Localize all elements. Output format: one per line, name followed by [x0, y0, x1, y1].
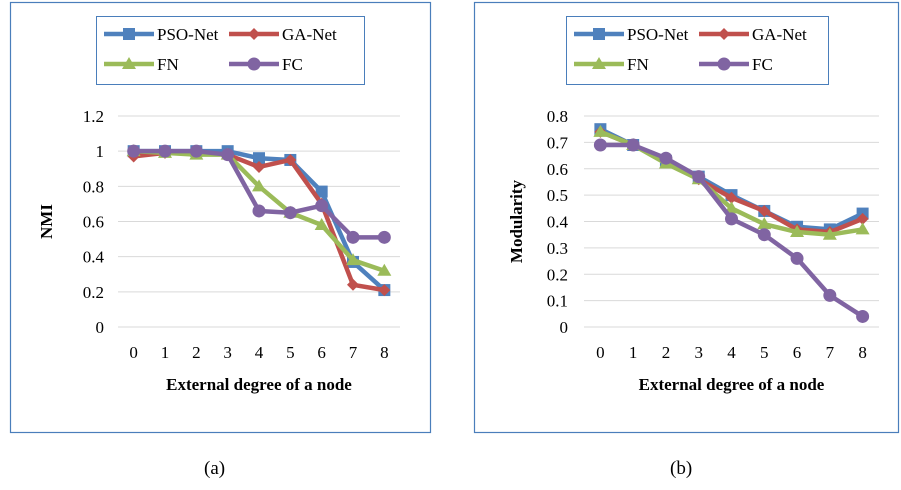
data-point-fc: [283, 206, 297, 220]
x-tick-label: 3: [223, 343, 232, 362]
data-point-ga-net: [758, 204, 771, 217]
data-point-ga-net: [253, 160, 265, 173]
data-point-ga-net: [378, 284, 391, 297]
x-axis-label: External degree of a node: [166, 375, 352, 394]
legend-label: FC: [752, 55, 773, 74]
legend-label: GA-Net: [282, 25, 337, 44]
data-point-fn: [822, 227, 837, 240]
x-tick-label: 4: [727, 343, 736, 362]
legend-marker: [717, 57, 731, 71]
x-tick-label: 6: [317, 343, 326, 362]
data-point-ga-net: [725, 191, 738, 204]
x-tick-label: 5: [760, 343, 769, 362]
x-tick-label: 0: [129, 343, 138, 362]
data-point-fc: [856, 309, 870, 323]
data-point-fc: [593, 138, 607, 152]
y-tick-label: 0.8: [547, 107, 568, 126]
data-point-fc: [127, 144, 141, 158]
data-point-fc: [346, 230, 360, 244]
legend-label: PSO-Net: [157, 25, 219, 44]
legend-marker: [247, 57, 261, 71]
y-tick-label: 1: [96, 142, 105, 161]
y-tick-label: 0.2: [547, 265, 568, 284]
x-tick-label: 3: [694, 343, 703, 362]
data-point-pso-net: [253, 152, 265, 165]
data-point-fc: [823, 288, 837, 302]
chart-panel-modularity: 0 0.1 0.2 0.3 0.4 0.5 0.6 0.7 0.8 0 1 2 3 4 5 6 7 8 Extern…: [472, 0, 900, 441]
legend-box: [96, 16, 365, 85]
data-point-ga-net: [284, 153, 297, 166]
x-tick-label: 2: [192, 343, 201, 362]
y-tick-label: 0.3: [547, 239, 568, 258]
legend-marker: [123, 28, 135, 40]
data-point-fc: [252, 204, 266, 218]
data-point-fc: [790, 251, 804, 265]
x-tick-label: 0: [596, 343, 605, 362]
legend-marker: [593, 28, 605, 40]
data-point-fc: [221, 148, 235, 162]
data-point-pso-net: [315, 185, 328, 198]
x-tick-label: 7: [349, 343, 358, 362]
y-tick-label: 0.7: [547, 133, 569, 152]
x-tick-label: 7: [826, 343, 835, 362]
modularity-chart: 0 0.1 0.2 0.3 0.4 0.5 0.6 0.7 0.8 0 1 2 3 4 5 6 7 8 Extern…: [473, 1, 900, 434]
y-tick-label: 1.2: [83, 107, 104, 126]
caption-b: (b): [670, 458, 693, 479]
legend-marker: [718, 28, 730, 40]
x-tick-label: 2: [662, 343, 671, 362]
data-point-ga-net: [347, 278, 359, 291]
data-point-fn: [377, 263, 392, 276]
y-axis-label: Modularity: [507, 179, 526, 263]
y-tick-label: 0.4: [547, 213, 569, 232]
nmi-chart: 0 0.2 0.4 0.6 0.8 1 1.2 0 1 2 3 4 5 6 7 8 External degre…: [9, 1, 432, 434]
legend-marker: [248, 28, 260, 40]
x-tick-label: 5: [286, 343, 295, 362]
data-point-fn: [724, 201, 739, 214]
data-point-fn: [252, 179, 266, 192]
data-point-fc: [757, 228, 771, 242]
x-tick-label: 8: [380, 343, 389, 362]
data-point-fc: [189, 144, 203, 158]
chart-panel-nmi: 0 0.2 0.4 0.6 0.8 1 1.2 0 1 2 3 4 5 6 7 8 External degre…: [0, 0, 432, 441]
data-point-fc: [725, 212, 738, 226]
data-point-fn: [757, 217, 772, 230]
data-point-fc: [659, 151, 673, 165]
data-point-fc: [692, 170, 706, 184]
y-tick-label: 0.6: [547, 160, 568, 179]
y-tick-label: 0: [560, 318, 569, 337]
data-point-fn: [314, 218, 329, 231]
legend-label: FN: [627, 55, 649, 74]
legend-label: FC: [282, 55, 303, 74]
legend-label: FN: [157, 55, 179, 74]
y-tick-label: 0: [96, 318, 105, 337]
y-tick-label: 0.2: [83, 283, 104, 302]
data-point-fc: [377, 230, 391, 244]
data-point-fc: [158, 144, 172, 158]
data-point-fn: [855, 222, 870, 235]
legend-label: PSO-Net: [627, 25, 689, 44]
y-tick-label: 0.8: [83, 177, 104, 196]
x-tick-label: 8: [858, 343, 867, 362]
x-tick-label: 6: [793, 343, 802, 362]
data-point-fn: [346, 253, 360, 266]
y-tick-label: 0.5: [547, 186, 568, 205]
x-tick-label: 1: [629, 343, 638, 362]
x-tick-label: 4: [255, 343, 264, 362]
x-tick-label: 1: [161, 343, 170, 362]
legend-box: [566, 16, 829, 85]
caption-a: (a): [204, 458, 226, 479]
data-point-fn: [790, 225, 805, 238]
legend-label: GA-Net: [752, 25, 807, 44]
y-tick-label: 0.1: [547, 292, 568, 311]
legend-marker: [122, 57, 136, 69]
x-axis-label: External degree of a node: [639, 375, 825, 394]
data-point-fc: [626, 138, 640, 152]
y-axis-label: NMI: [37, 204, 56, 239]
data-point-ga-net: [856, 212, 869, 225]
y-tick-label: 0.4: [83, 248, 105, 267]
legend-marker: [592, 57, 606, 69]
data-point-fn: [593, 124, 608, 137]
y-tick-label: 0.6: [83, 213, 104, 232]
data-point-fc: [315, 199, 329, 213]
